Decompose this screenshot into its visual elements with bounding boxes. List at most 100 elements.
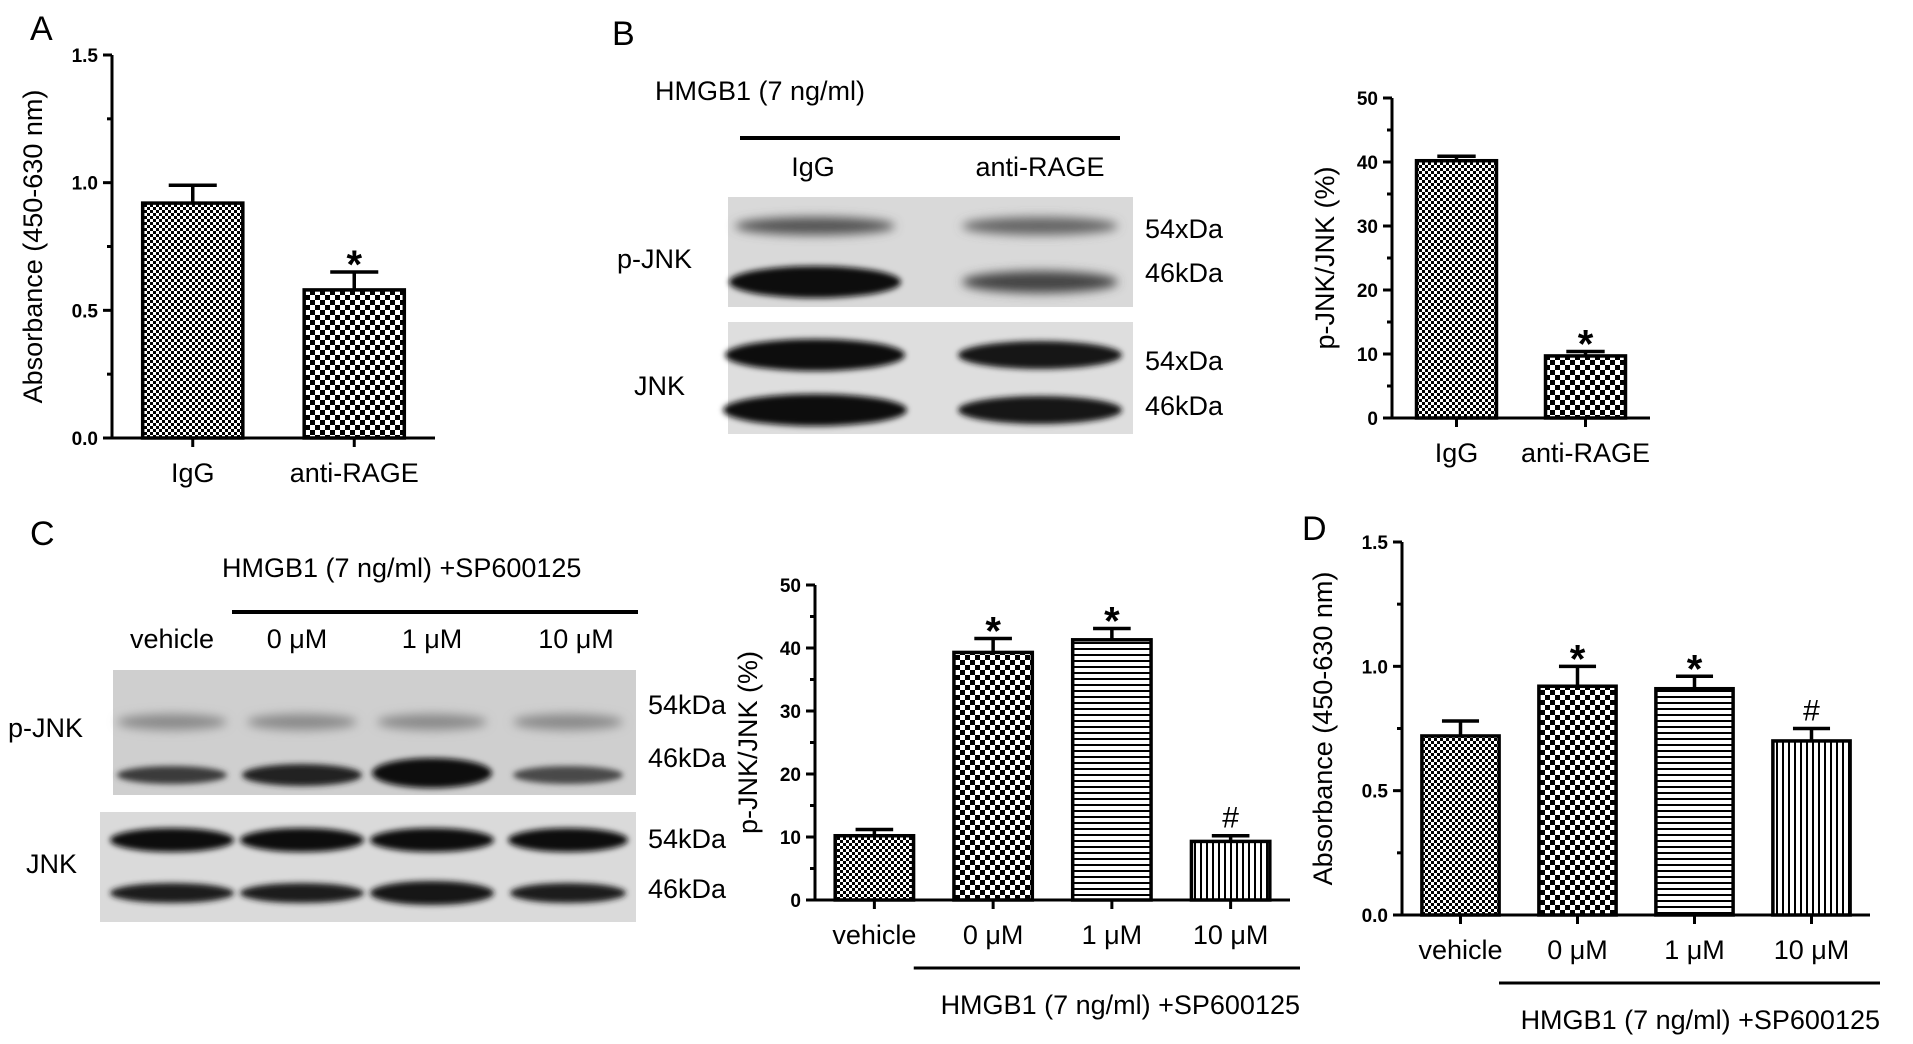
blot-band <box>370 828 494 852</box>
blot-b-marker: 54xDa <box>1145 346 1224 376</box>
blot-band <box>513 766 623 784</box>
blot-band <box>510 883 626 903</box>
blot-c-lane-label: 0 μM <box>267 624 328 654</box>
group-label: HMGB1 (7 ng/ml) +SP600125 <box>941 990 1300 1020</box>
blot-band <box>370 881 494 905</box>
x-tick-label: 1 μM <box>1664 935 1725 965</box>
bar <box>1537 684 1618 917</box>
bar <box>302 288 407 440</box>
y-tick-label: 30 <box>1357 217 1378 238</box>
y-axis-title: p-JNK/JNK (%) <box>1310 166 1340 349</box>
blot-c-marker: 46kDa <box>648 743 727 773</box>
blot-band <box>110 828 234 852</box>
x-tick-label: 10 μM <box>1774 935 1850 965</box>
blot-c-marker: 54kDa <box>648 690 727 720</box>
blot-band <box>508 828 628 852</box>
panel-letter-d: D <box>1302 510 1327 548</box>
bar <box>1414 158 1499 420</box>
blot-band <box>962 271 1118 293</box>
panel-letter-b: B <box>612 15 635 53</box>
x-tick-label: vehicle <box>832 920 916 950</box>
blot-band <box>240 828 364 852</box>
blot-band <box>725 339 905 371</box>
y-tick-label: 30 <box>780 702 801 723</box>
bar <box>1070 638 1153 902</box>
blot-band <box>242 764 362 786</box>
blot-band <box>247 714 357 730</box>
chart-a: 0.0 0.5 1.0 1.5 Absorbance (450-630 nm) IgG an… <box>18 46 435 488</box>
bar <box>1771 739 1852 917</box>
y-tick-label: 0.5 <box>1362 782 1389 803</box>
y-axis-title: Absorbance (450-630 nm) <box>1308 572 1338 886</box>
blot-c-lane-label: 10 μM <box>538 624 614 654</box>
blot-band <box>377 714 487 730</box>
chart-c: 0 10 20 30 40 50 p-JNK/JNK (%) vehicle 0 μM * 1 μM… <box>733 576 1300 1020</box>
blot-b: HMGB1 (7 ng/ml) IgG anti-RAGE p-JNK 54xD… <box>617 76 1224 434</box>
blot-band <box>735 217 895 235</box>
x-tick-label: 1 μM <box>1082 920 1143 950</box>
x-tick-label: vehicle <box>1418 935 1502 965</box>
y-tick-label: 0.0 <box>72 429 98 450</box>
y-tick-label: 1.0 <box>72 174 98 195</box>
y-axis-title: p-JNK/JNK (%) <box>733 651 763 834</box>
x-tick-label: IgG <box>1435 438 1479 468</box>
blot-c-marker: 54kDa <box>648 824 727 854</box>
panel-letter-a: A <box>30 10 53 48</box>
y-tick-label: 0.0 <box>1362 906 1388 927</box>
y-tick-label: 0.5 <box>72 301 99 322</box>
y-tick-label: 10 <box>1357 345 1378 366</box>
blot-c-lane-label: 1 μM <box>402 624 463 654</box>
y-tick-label: 10 <box>780 828 801 849</box>
significance-marker: * <box>1104 599 1120 643</box>
significance-marker: * <box>1570 637 1586 681</box>
chart-d: 0.0 0.5 1.0 1.5 Absorbance (450-630 nm) vehic… <box>1308 533 1880 1035</box>
x-tick-label: 0 μM <box>963 920 1024 950</box>
chart-b: 0 10 20 30 40 50 p-JNK/JNK (%) IgG anti-RAGE * <box>1310 89 1650 468</box>
blot-b-row-label: JNK <box>634 371 685 401</box>
x-tick-label: 0 μM <box>1547 935 1608 965</box>
x-tick-label: 10 μM <box>1193 920 1269 950</box>
blot-band <box>372 758 492 788</box>
significance-marker: * <box>1687 647 1703 691</box>
significance-marker: # <box>1222 802 1239 835</box>
blot-c-treatment-label: HMGB1 (7 ng/ml) +SP600125 <box>222 553 581 583</box>
blot-band <box>723 394 907 426</box>
blot-b-lane-label: anti-RAGE <box>975 152 1104 182</box>
y-tick-label: 40 <box>1357 153 1378 174</box>
bar <box>1189 839 1272 902</box>
x-tick-label: IgG <box>171 458 215 488</box>
blot-band <box>117 766 227 784</box>
significance-marker: * <box>346 243 362 287</box>
y-tick-label: 40 <box>780 639 801 660</box>
blot-b-marker: 46kDa <box>1145 391 1224 421</box>
bar <box>952 650 1035 902</box>
bar <box>1654 686 1735 917</box>
blot-band <box>110 883 234 903</box>
bar <box>833 833 916 902</box>
x-tick-label: anti-RAGE <box>290 458 419 488</box>
y-tick-label: 1.0 <box>1362 657 1388 678</box>
group-label: HMGB1 (7 ng/ml) +SP600125 <box>1521 1005 1880 1035</box>
y-tick-label: 0 <box>790 891 801 912</box>
y-tick-label: 50 <box>1357 89 1378 110</box>
blot-c-lane-label: vehicle <box>130 624 214 654</box>
significance-marker: * <box>1578 322 1594 366</box>
y-tick-label: 1.5 <box>72 46 99 67</box>
x-tick-label: anti-RAGE <box>1521 438 1650 468</box>
panel-letter-c: C <box>30 515 55 553</box>
y-tick-label: 20 <box>1357 281 1378 302</box>
y-axis-title: Absorbance (450-630 nm) <box>18 90 48 404</box>
y-tick-label: 20 <box>780 765 801 786</box>
blot-c: HMGB1 (7 ng/ml) +SP600125 vehicle 0 μM 1… <box>8 553 727 922</box>
y-tick-label: 50 <box>780 576 801 597</box>
y-tick-label: 1.5 <box>1362 533 1389 554</box>
blot-b-lane-label: IgG <box>791 152 835 182</box>
blot-c-marker: 46kDa <box>648 874 727 904</box>
y-tick-label: 0 <box>1367 409 1378 430</box>
bar <box>140 201 245 440</box>
blot-b-marker: 54xDa <box>1145 214 1224 244</box>
blot-c-row-label: JNK <box>26 849 77 879</box>
significance-marker: # <box>1803 695 1820 728</box>
bar <box>1420 734 1501 917</box>
